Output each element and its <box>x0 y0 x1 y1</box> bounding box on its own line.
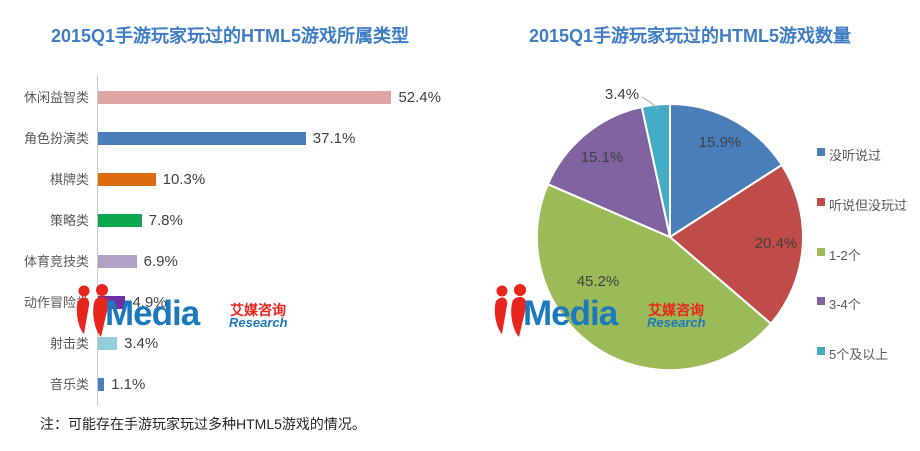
legend-label: 没听说过 <box>829 148 882 163</box>
pie-chart-panel: 2015Q1手游玩家玩过的HTML5游戏数量 15.9% 20.4% 45.2% 15… <box>460 0 920 451</box>
bar-chart-plot-area: 休闲益智类 52.4% 角色扮演类 37.1% 棋牌类 10.3% 策略类 7.8% 体育竞技类… <box>23 75 441 406</box>
legend-marker <box>817 248 825 256</box>
pie-slice-label: 15.9% <box>699 134 742 151</box>
bar-category-label: 射击类 <box>49 335 89 351</box>
pie-slice <box>546 106 671 238</box>
pie-slice-label: 3.4% <box>605 86 639 103</box>
legend-label: 3-4个 <box>829 297 861 312</box>
logo-media-text: Media <box>105 294 200 333</box>
logo-cn-text: 艾媒咨询 <box>230 302 286 318</box>
legend-label: 5个及以上 <box>829 347 889 362</box>
pie-slice-label: 45.2% <box>577 273 620 290</box>
bar <box>98 378 105 392</box>
pie-slice <box>535 183 772 372</box>
pie-slice <box>669 164 805 325</box>
bar-value-label: 10.3% <box>162 170 206 188</box>
bar <box>98 214 142 228</box>
bar-chart-panel: 2015Q1手游玩家玩过的HTML5游戏所属类型 休闲益智类 52.4% 角色扮演类… <box>23 26 441 432</box>
bar <box>98 173 156 187</box>
pie-slice <box>669 103 783 238</box>
bar-value-label: 3.4% <box>124 334 159 352</box>
legend-label: 1-2个 <box>829 248 861 263</box>
bar-category-label: 棋牌类 <box>49 171 89 187</box>
right-chart-title: 2015Q1手游玩家玩过的HTML5游戏数量 <box>528 26 852 46</box>
legend-marker <box>817 297 825 305</box>
logo-figures-icon <box>494 284 527 337</box>
bar <box>98 255 137 269</box>
bar-value-label: 6.9% <box>143 252 178 270</box>
logo-media-text: Media <box>523 294 618 333</box>
bar-category-label: 体育竞技类 <box>23 253 89 269</box>
iimedia-logo-watermark: Media 艾媒咨询 Research <box>493 282 706 338</box>
pie-slice-label: 20.4% <box>755 235 798 252</box>
bar-value-label: 4.9% <box>132 293 167 311</box>
legend-label: 听说但没玩过 <box>829 198 908 213</box>
left-chart-title: 2015Q1手游玩家玩过的HTML5游戏所属类型 <box>50 26 410 46</box>
logo-research-text: Research <box>647 315 706 330</box>
logo-research-text: Research <box>229 315 288 330</box>
logo-cn-text: 艾媒咨询 <box>648 302 704 318</box>
bar-category-label: 角色扮演类 <box>23 130 89 146</box>
bar-category-label: 策略类 <box>49 212 89 228</box>
bar-category-label: 动作冒险类 <box>23 294 89 310</box>
legend-marker <box>817 198 825 206</box>
bar-value-label: 37.1% <box>312 129 356 147</box>
bar-chart-axis-line <box>97 75 98 406</box>
logo-figures-icon <box>76 284 109 337</box>
bar-value-label: 1.1% <box>111 375 146 393</box>
bar-value-label: 52.4% <box>398 88 441 106</box>
pie-slice <box>640 102 671 238</box>
legend-marker <box>817 148 825 156</box>
bar-value-label: 7.8% <box>148 211 183 229</box>
bar <box>98 91 392 104</box>
bar <box>98 337 118 351</box>
iimedia-logo-watermark: Media 艾媒咨询 Research <box>75 282 288 338</box>
chart-footnote: 注：可能存在手游玩家玩过多种HTML5游戏的情况。 <box>40 416 366 432</box>
pie-slice-label: 15.1% <box>581 149 624 166</box>
bar <box>98 132 306 146</box>
pie-chart: 15.9% 20.4% 45.2% 15.1% 3.4% <box>535 86 805 372</box>
pie-label-leader-line <box>641 96 659 110</box>
bar-category-label: 休闲益智类 <box>23 89 89 105</box>
bar-category-label: 音乐类 <box>49 376 89 392</box>
legend-marker <box>817 347 825 355</box>
